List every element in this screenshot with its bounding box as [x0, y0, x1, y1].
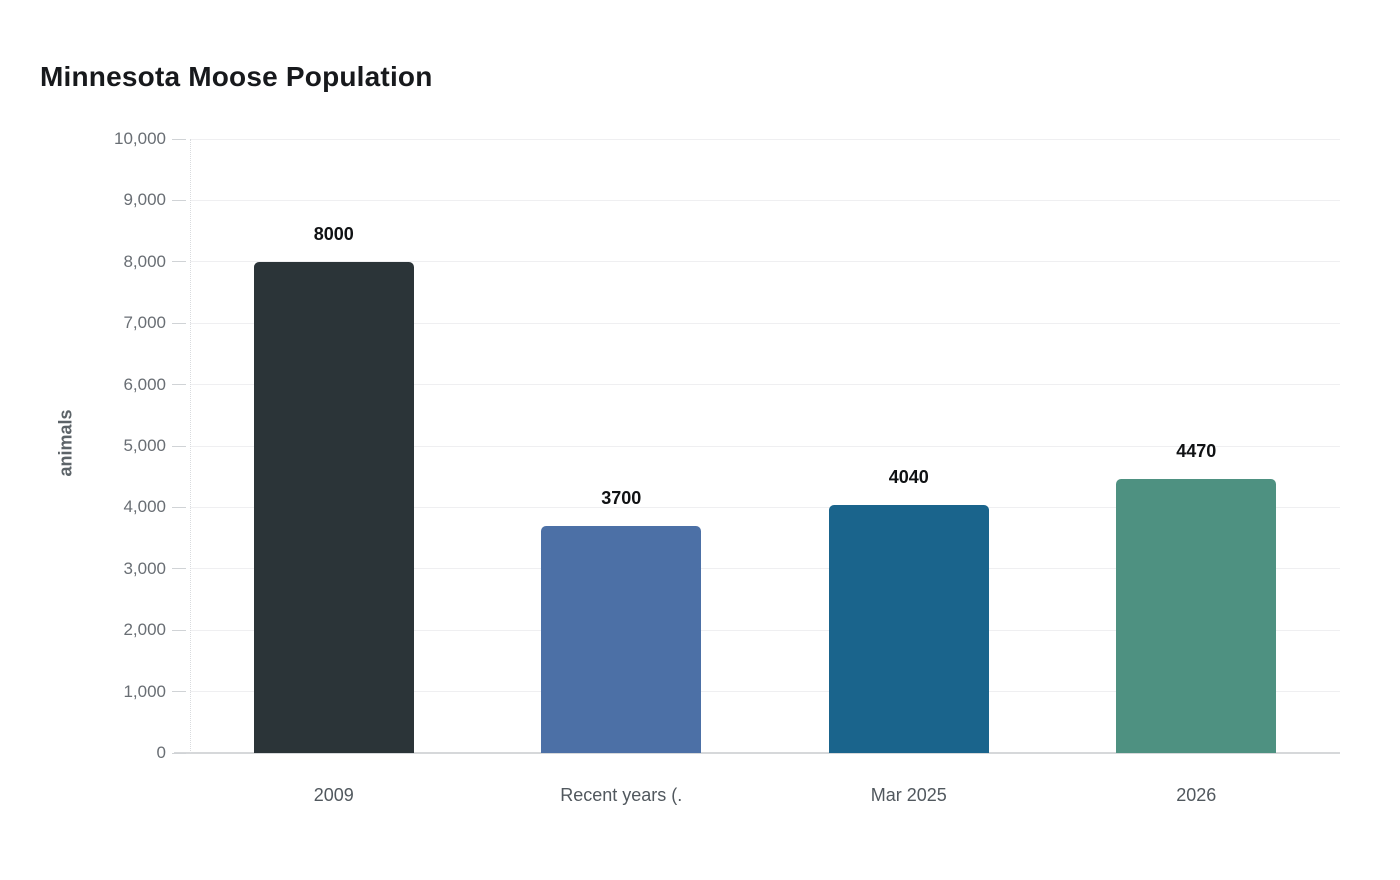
y-axis-tick: [172, 384, 186, 386]
gridline: [190, 506, 1340, 508]
x-axis-line: [174, 752, 1340, 754]
y-axis-tick: [172, 568, 186, 570]
gridline: [190, 261, 1340, 263]
y-tick-label: 8,000: [123, 251, 166, 271]
y-tick-label: 2,000: [123, 620, 166, 640]
bar: [1116, 478, 1277, 753]
gridline: [190, 384, 1340, 386]
y-axis-line: [190, 139, 191, 753]
y-axis-tick: [172, 752, 186, 754]
y-tick-label: 1,000: [123, 681, 166, 701]
x-tick-label: 2026: [1176, 785, 1217, 805]
gridline: [190, 568, 1340, 570]
y-tick-label: 5,000: [123, 436, 166, 455]
gridline: [190, 691, 1340, 693]
bar-value-label: 3700: [601, 487, 642, 508]
y-axis-tick: [172, 261, 186, 263]
gridline: [190, 138, 1340, 140]
y-tick-label: 6,000: [123, 374, 166, 394]
x-tick-label: 2009: [313, 785, 354, 805]
y-tick-label: 0: [156, 743, 166, 762]
gridline: [190, 445, 1340, 447]
bar: [253, 261, 414, 753]
bar-value-label: 4470: [1176, 440, 1217, 461]
x-tick-label: Mar 2025: [870, 785, 947, 805]
y-axis-tick: [172, 691, 186, 693]
y-tick-label: 7,000: [123, 313, 166, 333]
gridline: [190, 629, 1340, 631]
bar: [541, 525, 702, 753]
y-tick-label: 3,000: [123, 558, 166, 578]
y-axis-tick: [172, 629, 186, 631]
y-tick-label: 10,000: [114, 129, 166, 148]
bar-value-label: 4040: [888, 466, 929, 487]
gridline: [190, 322, 1340, 324]
chart-title: Minnesota Moose Population: [40, 61, 433, 92]
y-axis-tick: [172, 506, 186, 508]
bar: [828, 504, 989, 753]
y-axis-tick: [172, 322, 186, 324]
gridline: [190, 199, 1340, 201]
y-axis-tick: [172, 138, 186, 140]
x-tick-label: Recent years (.: [560, 785, 683, 805]
y-tick-label: 4,000: [123, 497, 166, 517]
y-tick-label: 9,000: [123, 190, 166, 210]
y-axis-tick: [172, 445, 186, 447]
bar-value-label: 8000: [313, 223, 354, 244]
y-axis-tick: [172, 199, 186, 201]
